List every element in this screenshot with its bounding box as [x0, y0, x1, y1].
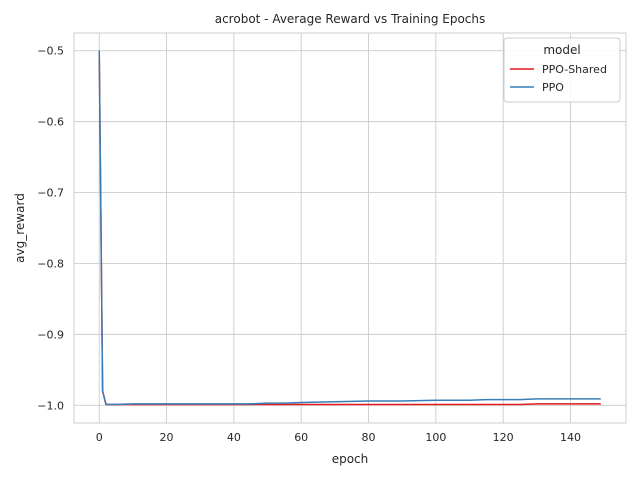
x-tick-label: 100	[425, 431, 446, 444]
y-tick-label: −0.7	[37, 187, 64, 200]
x-axis-label: epoch	[332, 452, 369, 466]
y-tick-label: −1.0	[37, 399, 64, 412]
y-tick-label: −0.6	[37, 116, 64, 129]
y-tick-label: −0.9	[37, 328, 64, 341]
x-tick-label: 40	[227, 431, 241, 444]
y-tick-label: −0.8	[37, 257, 64, 270]
y-axis-label: avg_reward	[13, 193, 27, 263]
series-lines	[98, 50, 601, 406]
x-tick-label: 60	[294, 431, 308, 444]
x-tick-label: 140	[560, 431, 581, 444]
x-tick-label: 20	[160, 431, 174, 444]
y-tick-label: −0.5	[37, 45, 64, 58]
series-line-ppo	[98, 50, 601, 406]
legend: model PPO-Shared PPO	[503, 37, 621, 103]
tick-labels: 0 20 40 60 80 100 120 140 −1.0 −0.9 −0.8 −0.7 −0.6 −0…	[37, 45, 581, 444]
legend-label-ppo: PPO	[542, 81, 564, 94]
x-tick-label: 120	[493, 431, 514, 444]
x-tick-label: 0	[96, 431, 103, 444]
legend-label-ppo-shared: PPO-Shared	[542, 63, 607, 76]
legend-box	[503, 37, 621, 103]
plot-frame	[73, 32, 627, 424]
series-line-ppo-shared	[98, 50, 601, 406]
legend-title: model	[543, 43, 580, 57]
x-tick-label: 80	[362, 431, 376, 444]
chart-title: acrobot - Average Reward vs Training Epo…	[215, 12, 486, 26]
